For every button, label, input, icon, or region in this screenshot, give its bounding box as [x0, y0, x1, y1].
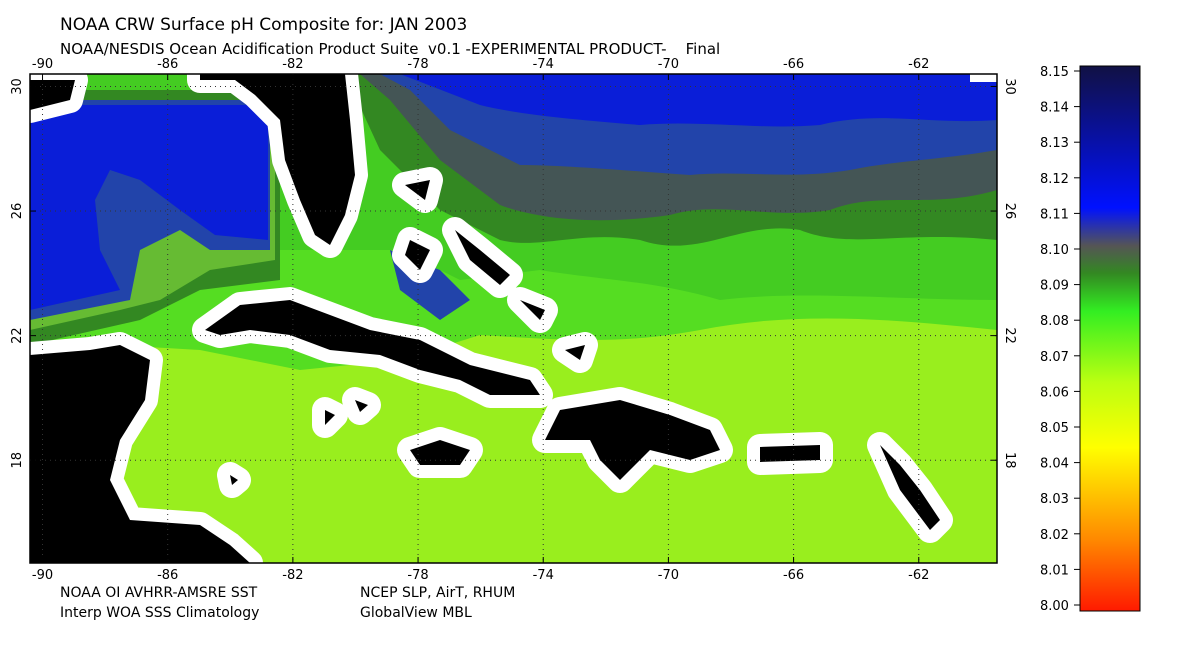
y-tick-label: 26 [1002, 203, 1017, 220]
x-tick-label: -90 [32, 568, 53, 583]
x-tick-label: -62 [908, 57, 929, 72]
footer-text: Interp WOA SSS Climatology [60, 605, 259, 621]
colorbar-label: 8.10 [1040, 243, 1069, 258]
colorbar-label: 8.12 [1040, 172, 1069, 187]
colorbar-label: 8.11 [1040, 207, 1069, 222]
y-tick-label: 18 [1002, 452, 1017, 469]
colorbar-label: 8.04 [1040, 457, 1069, 472]
x-tick-label: -66 [783, 568, 804, 583]
x-tick-label: -74 [533, 568, 554, 583]
x-tick-label: -70 [658, 568, 679, 583]
x-tick-label: -66 [783, 57, 804, 72]
colorbar-label: 8.13 [1040, 136, 1069, 151]
y-tick-label: 18 [10, 452, 25, 469]
y-tick-label: 30 [10, 78, 25, 95]
x-tick-label: -82 [282, 57, 303, 72]
x-tick-label: -74 [533, 57, 554, 72]
y-tick-label: 22 [1002, 327, 1017, 344]
x-tick-label: -86 [157, 57, 178, 72]
colorbar [1079, 65, 1141, 612]
colorbar-label: 8.01 [1040, 563, 1069, 578]
footer-text: NOAA OI AVHRR-AMSRE SST [60, 585, 258, 601]
x-tick-label: -90 [32, 57, 53, 72]
colorbar-label: 8.05 [1040, 421, 1069, 436]
colorbar-label: 8.07 [1040, 350, 1069, 365]
x-tick-label: -62 [908, 568, 929, 583]
colorbar-label: 8.15 [1040, 65, 1069, 80]
x-tick-label: -86 [157, 568, 178, 583]
colorbar-label: 8.08 [1040, 314, 1069, 329]
footer-text: NCEP SLP, AirT, RHUM [360, 585, 515, 601]
colorbar-label: 8.14 [1040, 101, 1069, 116]
x-tick-label: -78 [407, 57, 428, 72]
x-tick-label: -82 [282, 568, 303, 583]
colorbar-label: 8.06 [1040, 385, 1069, 400]
title: NOAA CRW Surface pH Composite for: JAN 2… [60, 15, 467, 35]
footer-text: GlobalView MBL [360, 605, 472, 621]
y-tick-label: 22 [10, 327, 25, 344]
y-tick-label: 30 [1002, 78, 1017, 95]
subtitle: NOAA/NESDIS Ocean Acidification Product … [60, 40, 720, 58]
land [30, 74, 953, 563]
colorbar-label: 8.02 [1040, 528, 1069, 543]
colorbar-label: 8.00 [1040, 599, 1069, 614]
colorbar-label: 8.03 [1040, 492, 1069, 507]
map-field [30, 74, 997, 563]
colorbar-label: 8.09 [1040, 279, 1069, 294]
x-tick-label: -78 [407, 568, 428, 583]
x-tick-label: -70 [658, 57, 679, 72]
map-frame [29, 73, 998, 564]
y-tick-label: 26 [10, 203, 25, 220]
